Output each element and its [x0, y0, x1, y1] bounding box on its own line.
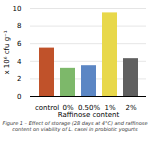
svg-text:6: 6: [17, 40, 22, 48]
svg-text:0: 0: [17, 93, 21, 101]
svg-text:x 10⁶ cfu g⁻¹: x 10⁶ cfu g⁻¹: [3, 30, 11, 74]
svg-text:8: 8: [17, 22, 21, 30]
svg-text:10: 10: [13, 5, 22, 13]
html-text:Figure 1 – Effect of storage (: Figure 1 – Effect of storage (28 days at…: [2, 120, 148, 126]
html-text:0% 0.50% 1%: 0% 0.50% 1%: [62, 104, 116, 113]
svg-text:control: control: [35, 104, 59, 112]
html-text:content on viability of L. cas: content on viability of L. casei in prob…: [12, 126, 138, 132]
svg-text:Raffinose content: Raffinose content: [58, 111, 120, 119]
svg-text:2%: 2%: [125, 104, 136, 112]
svg-text:2: 2: [17, 75, 21, 83]
svg-text:4: 4: [17, 58, 22, 66]
